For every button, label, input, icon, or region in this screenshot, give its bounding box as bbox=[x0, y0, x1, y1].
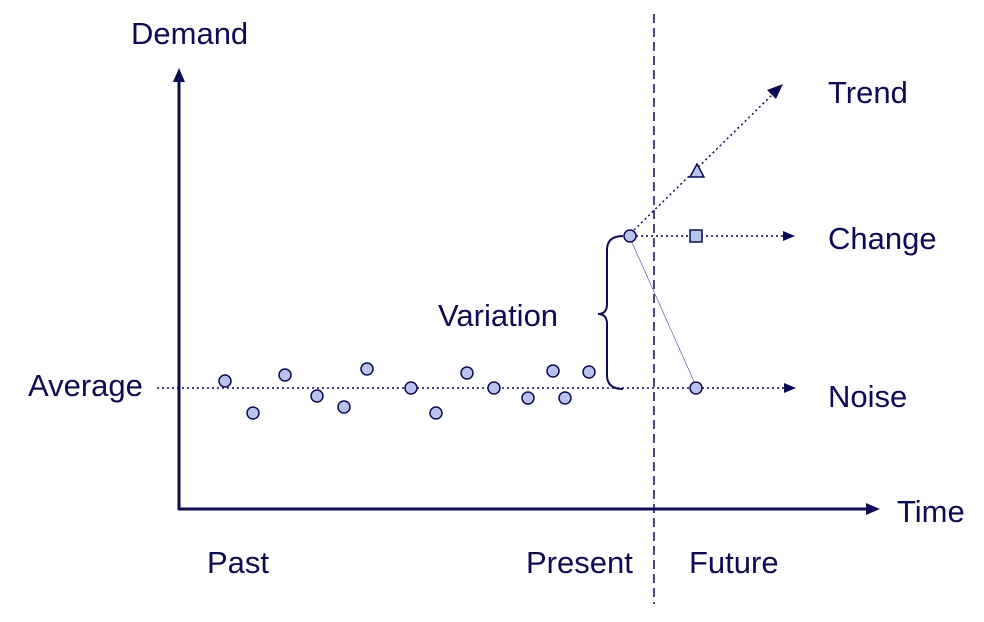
trend-line-arrowhead bbox=[767, 84, 783, 99]
x-axis-label: Time bbox=[897, 494, 965, 529]
observation-point bbox=[582, 365, 596, 379]
period-label-future: Future bbox=[689, 545, 779, 580]
average-line-arrowhead bbox=[784, 383, 796, 393]
observation-point bbox=[310, 389, 324, 403]
y-axis-arrowhead bbox=[173, 68, 185, 82]
scenario-label-noise: Noise bbox=[828, 379, 907, 414]
observation-point bbox=[487, 381, 501, 395]
change-line-arrowhead bbox=[783, 231, 795, 241]
observation-point bbox=[521, 391, 535, 405]
x-axis-arrowhead bbox=[866, 503, 880, 515]
trend-marker-triangle bbox=[688, 162, 706, 178]
average-label: Average bbox=[28, 368, 143, 403]
observation-point bbox=[278, 368, 292, 382]
variation-label: Variation bbox=[438, 298, 558, 333]
observations bbox=[218, 229, 637, 420]
observation-point bbox=[429, 406, 443, 420]
observation-point bbox=[623, 229, 637, 243]
observation-point bbox=[246, 406, 260, 420]
observation-point bbox=[546, 364, 560, 378]
noise-guide-line bbox=[629, 237, 697, 387]
axes bbox=[173, 68, 880, 515]
period-label-past: Past bbox=[207, 545, 269, 580]
observation-point bbox=[460, 366, 474, 380]
variation-brace bbox=[597, 235, 624, 390]
scenario-label-change: Change bbox=[828, 221, 937, 256]
observation-point bbox=[404, 381, 418, 395]
observation-point bbox=[218, 374, 232, 388]
observation-point bbox=[337, 400, 351, 414]
observation-point bbox=[360, 362, 374, 376]
change-marker-square bbox=[689, 229, 703, 243]
scenario-label-trend: Trend bbox=[828, 75, 908, 110]
trend-line bbox=[633, 93, 774, 231]
noise-marker-circle bbox=[689, 381, 703, 395]
y-axis-label: Demand bbox=[131, 16, 248, 51]
period-label-present: Present bbox=[526, 545, 633, 580]
observation-point bbox=[558, 391, 572, 405]
